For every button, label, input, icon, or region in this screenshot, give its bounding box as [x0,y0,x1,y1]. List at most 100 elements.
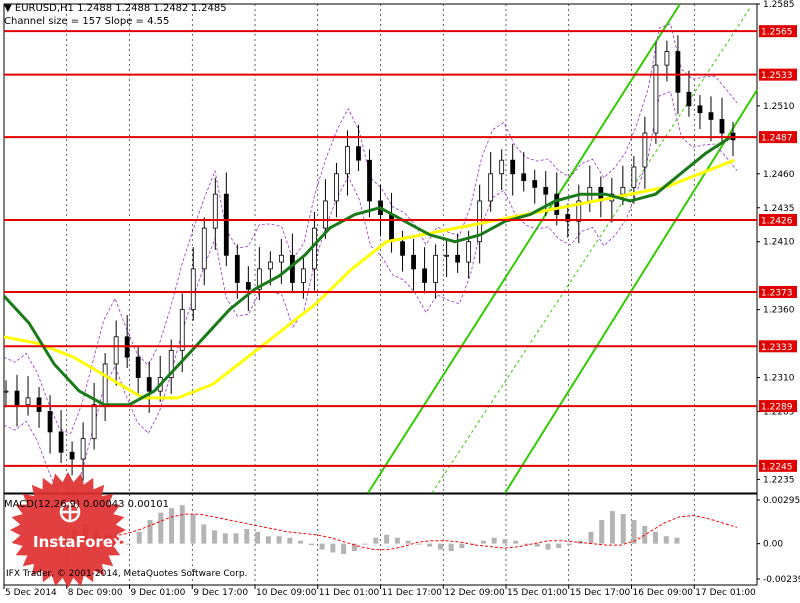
logo-badge-shape [10,472,126,588]
candle-body [422,268,427,283]
candle-body [389,214,394,243]
macd-histogram-bar [523,543,529,545]
price-level-label: 1.2289 [761,403,793,413]
y-tick-label: 1.2310 [763,374,795,384]
candle-body [631,166,637,188]
macd-histogram-bar [620,514,626,544]
candle-body [367,159,372,202]
macd-histogram-bar [136,531,142,544]
candle-body [455,254,461,263]
macd-histogram-bar [427,543,433,547]
x-tick-label: 11 Dec 01:00 [319,588,380,598]
y-tick-label: 1.2360 [763,306,795,316]
instaforex-logo [10,472,126,588]
macd-histogram-bar [599,519,605,544]
macd-histogram-bar [373,537,379,544]
macd-histogram-bar [609,511,615,544]
candle-body [301,268,306,283]
candle-body [521,173,527,181]
macd-histogram-bar [222,533,228,544]
macd-header: MACD(12,26,9) 0.00043 0.00101 [4,499,170,510]
candle-body [411,254,416,270]
bollinger-lower-line [3,91,738,502]
price-level-label: 1.2333 [761,343,793,353]
candle-body [3,390,9,393]
macd-histogram-bar [308,543,314,546]
x-tick-label: 15 Dec 17:00 [570,588,631,598]
macd-histogram-bar [276,536,282,544]
y-tick-label: 1.2460 [763,170,795,180]
y-tick-label: 1.2585 [763,0,795,10]
macd-y-tick-label: 0.00 [763,540,783,550]
candle-body [620,186,626,195]
macd-histogram-bar [179,505,185,544]
candle-body [91,404,97,440]
x-tick-label: 15 Dec 01:00 [507,588,568,598]
candle-body [686,91,692,107]
macd-histogram-bar [244,528,250,544]
macd-histogram-bar [201,524,207,544]
macd-histogram-bar [158,512,164,544]
macd-histogram-bar [513,540,519,544]
candle-body [499,159,505,175]
x-tick-label: 9 Dec 01:00 [131,588,186,598]
price-level-label: 1.2426 [761,216,793,226]
x-tick-label: 8 Dec 09:00 [68,588,123,598]
candle-body [433,254,438,283]
price-level-badge [759,25,797,38]
macd-histogram-bar [384,534,390,544]
candle-body [543,186,549,195]
y-tick-label: 1.2235 [763,475,795,485]
candle-body [14,390,20,406]
x-tick-label: 5 Dec 2014 [5,588,57,598]
candle-body [488,173,494,202]
price-level-label: 1.2487 [761,134,793,144]
macd-histogram-bar [233,533,239,544]
macd-histogram-bar [265,536,271,544]
logo-text: InstaForex [33,533,123,551]
candle-body [245,282,251,290]
macd-histogram-bar [147,519,153,544]
candle-body [102,363,108,406]
macd-histogram-bar [405,540,411,544]
macd-histogram-bar [448,543,454,552]
candle-body [278,254,284,263]
macd-histogram-bar [491,537,497,544]
price-level-badge [759,68,797,81]
candle-body [708,112,714,120]
candle-body [135,356,141,378]
macd-histogram-bar [416,543,422,545]
price-level-label: 1.2533 [761,71,793,81]
candle-body [697,105,703,114]
price-level-badge [759,131,797,144]
candle-body [36,397,42,412]
macd-histogram-bar [556,543,562,549]
macd-histogram-bar [190,514,196,544]
macd-histogram-bar [480,540,486,544]
candle-body [400,241,405,256]
x-tick-label: 9 Dec 17:00 [193,588,248,598]
macd-histogram-bar [298,540,304,544]
macd-histogram-bar [287,537,293,544]
macd-histogram-bar [631,519,637,544]
candle-body [675,51,681,93]
channel-mid-line [431,7,751,494]
macd-histogram-bar [642,525,648,544]
copyright-text: IFX Trader, © 2001-2014, MetaQuotes Soft… [6,569,248,579]
candle-body [356,146,361,161]
candle-body [179,309,185,351]
candle-body [653,64,659,134]
macd-histogram-bar [169,508,175,544]
candle-body [444,254,450,257]
macd-histogram-bar [362,543,368,545]
candle-body [565,214,571,222]
y-tick-label: 1.2510 [763,102,795,112]
x-tick-label: 17 Dec 01:00 [695,588,756,598]
candle-body [58,431,64,453]
candle-body [113,336,119,365]
macd-histogram-bar [319,543,325,550]
macd-histogram-bar [212,530,218,544]
candle-body [664,51,670,66]
candle-body [25,397,31,406]
